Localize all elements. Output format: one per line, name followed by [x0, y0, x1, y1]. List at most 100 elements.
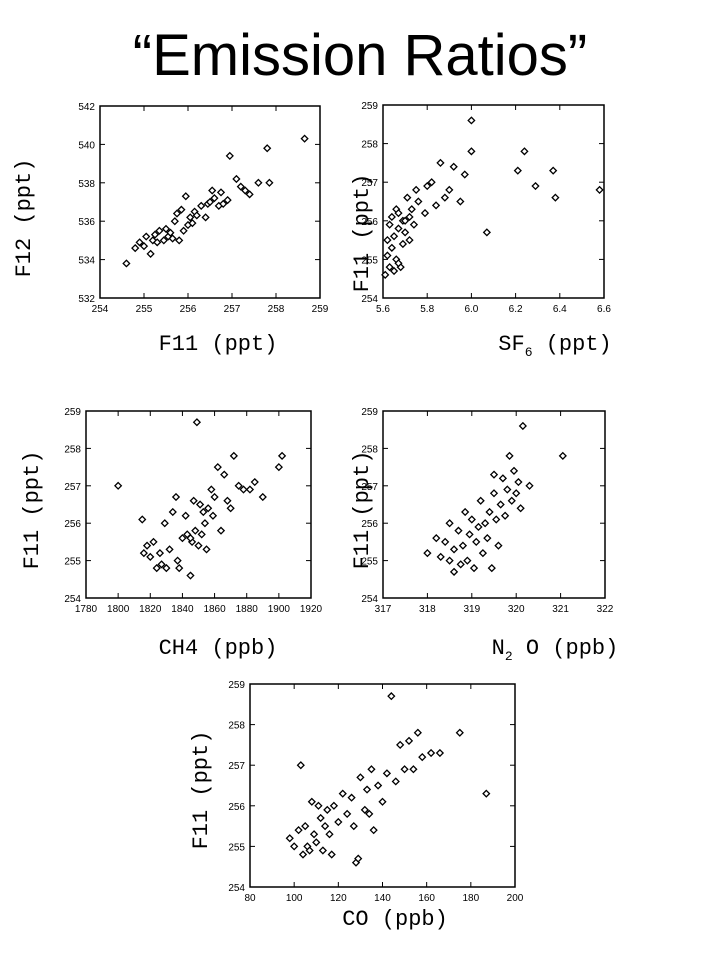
- data-point: [334, 817, 343, 827]
- data-point: [498, 474, 507, 483]
- y-tick-label: 258: [64, 444, 81, 455]
- data-point: [516, 504, 525, 513]
- data-point: [458, 541, 468, 550]
- data-point: [285, 834, 294, 843]
- plot-frame: [382, 410, 606, 599]
- data-point: [343, 809, 352, 819]
- y-tick-label: 254: [361, 294, 378, 305]
- data-point: [312, 838, 321, 847]
- data-point: [327, 850, 336, 859]
- y-tick-label: 257: [64, 482, 81, 493]
- data-point: [274, 462, 283, 472]
- data-point: [387, 692, 396, 701]
- data-point: [440, 193, 449, 202]
- data-point: [175, 236, 184, 245]
- data-point: [301, 821, 310, 831]
- data-point: [394, 208, 403, 218]
- x-tick-label: 319: [463, 604, 480, 615]
- data-point: [489, 489, 499, 498]
- data-point: [489, 470, 499, 479]
- data-point: [155, 549, 165, 558]
- data-point: [349, 821, 358, 831]
- data-point: [305, 846, 314, 855]
- data-point: [460, 170, 469, 179]
- data-point: [389, 232, 399, 241]
- data-point: [290, 842, 299, 851]
- data-point: [432, 534, 441, 543]
- y-tick-label: 542: [78, 102, 95, 113]
- y-tick-label: 257: [361, 482, 378, 493]
- data-point: [207, 485, 216, 494]
- data-point: [365, 809, 374, 819]
- data-point: [449, 567, 459, 576]
- data-point: [382, 769, 392, 778]
- data-point: [409, 765, 418, 774]
- data-point: [219, 199, 228, 209]
- y-tick-label: 259: [361, 101, 378, 112]
- x-tick-label: 1860: [203, 604, 226, 615]
- data-point: [208, 186, 217, 195]
- y-tick-label: 258: [361, 444, 378, 455]
- x-axis-label: F11 (ppt): [159, 332, 278, 357]
- data-point: [398, 239, 408, 249]
- y-tick-label: 259: [228, 680, 245, 691]
- x-tick-label: 160: [418, 893, 435, 904]
- data-point: [482, 228, 491, 237]
- data-point: [405, 235, 414, 245]
- y-tick-label: 258: [361, 140, 378, 151]
- data-point: [254, 178, 263, 187]
- data-point: [387, 243, 396, 252]
- data-point: [170, 217, 179, 226]
- x-axis-label: N2 O (ppb): [492, 636, 619, 664]
- data-point: [389, 266, 399, 276]
- x-tick-label: 320: [508, 604, 525, 615]
- data-point: [316, 813, 325, 823]
- data-point: [436, 552, 445, 561]
- data-point: [463, 556, 472, 565]
- data-point: [204, 504, 213, 513]
- data-point: [487, 563, 496, 573]
- data-point: [467, 515, 476, 524]
- data-point: [362, 785, 372, 794]
- data-point: [192, 418, 202, 427]
- y-tick-label: 540: [78, 140, 95, 151]
- x-tick-label: 317: [375, 604, 392, 615]
- data-point: [520, 147, 529, 156]
- x-tick-label: 120: [330, 893, 347, 904]
- x-tick-label: 6.2: [509, 304, 523, 315]
- data-point: [186, 571, 195, 580]
- data-point: [394, 259, 403, 268]
- data-point: [318, 846, 327, 855]
- data-point: [383, 235, 392, 245]
- data-point: [476, 496, 485, 505]
- plot-frame: [85, 410, 312, 599]
- y-tick-label: 254: [361, 594, 378, 605]
- data-point: [309, 830, 319, 839]
- data-point: [234, 481, 243, 490]
- x-tick-label: 257: [224, 304, 241, 315]
- x-tick-label: 5.6: [376, 304, 390, 315]
- data-point: [323, 805, 332, 814]
- data-point: [236, 182, 245, 191]
- data-point: [492, 515, 501, 524]
- data-point: [496, 500, 505, 509]
- data-point: [420, 208, 430, 218]
- x-axis-label: CH4 (ppb): [159, 636, 278, 661]
- y-tick-label: 256: [361, 519, 378, 530]
- plot-frame: [99, 105, 321, 299]
- data-point: [378, 797, 387, 806]
- x-tick-label: 6.6: [597, 304, 611, 315]
- data-point: [155, 226, 164, 235]
- data-point: [200, 519, 210, 528]
- data-point: [142, 541, 152, 550]
- data-point: [294, 826, 303, 835]
- data-point: [551, 193, 560, 202]
- data-point: [168, 234, 177, 243]
- x-tick-label: 80: [244, 893, 256, 904]
- x-tick-label: 256: [180, 304, 197, 315]
- data-point: [385, 220, 394, 229]
- y-tick-label: 258: [228, 721, 245, 732]
- y-tick-label: 257: [361, 178, 378, 189]
- y-axis-label: F11 (ppt): [350, 174, 375, 293]
